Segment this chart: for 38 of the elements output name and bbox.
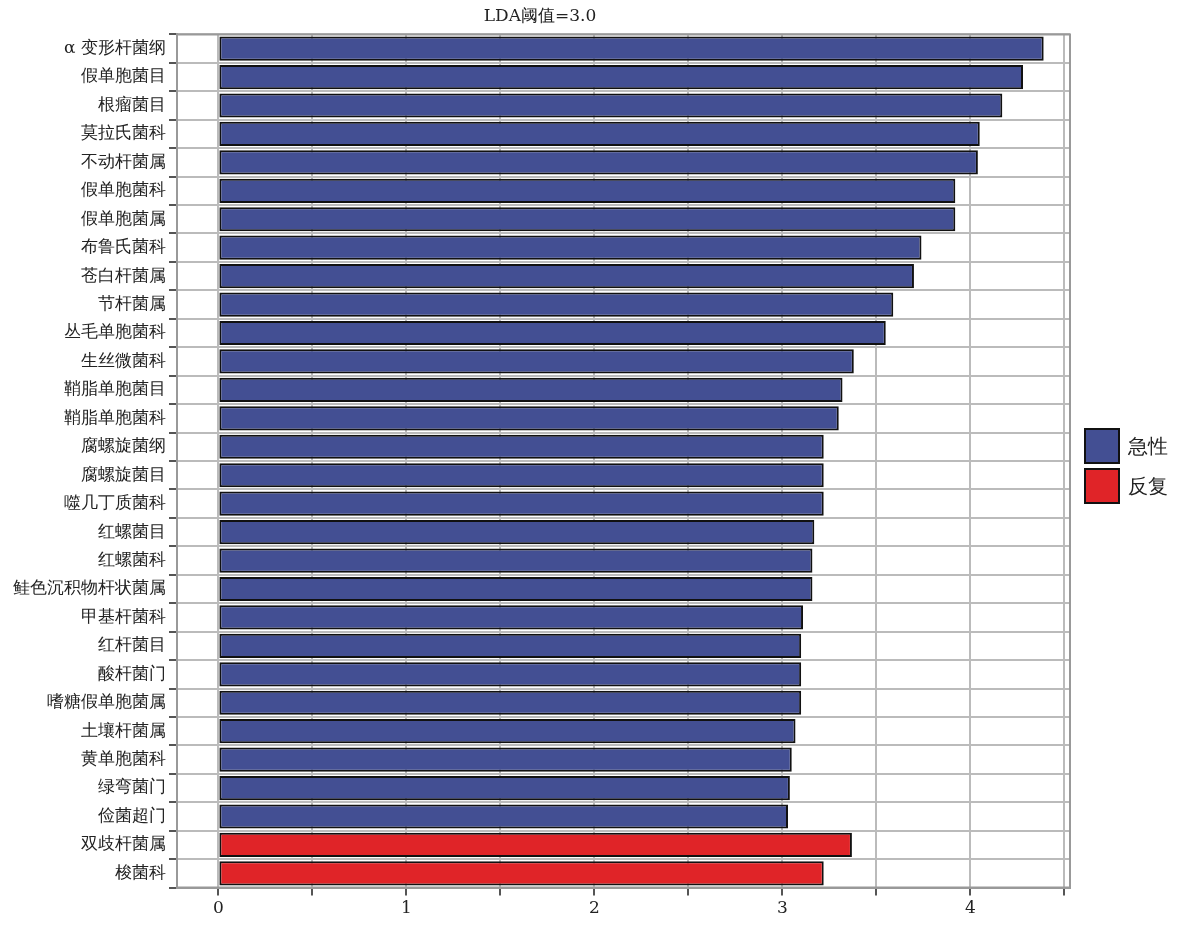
text: 急性 xyxy=(1128,432,1168,460)
y-tick-label: 俭菌超门 xyxy=(98,804,166,825)
y-tick-label: 根瘤菌目 xyxy=(98,93,166,114)
y-tick-label: 甲基杆菌科 xyxy=(81,605,166,626)
y-tick-label: 红螺菌科 xyxy=(98,548,166,569)
y-tick-label: 节杆菌属 xyxy=(98,293,166,313)
y-tick-label: 假单胞菌目 xyxy=(81,65,166,86)
legend-label: 反复 xyxy=(1128,472,1168,500)
y-tick-label: 布鲁氏菌科 xyxy=(81,236,166,257)
y-tick-label: 红螺菌目 xyxy=(98,520,166,541)
y-tick-label: 黄单胞菌科 xyxy=(81,748,166,769)
y-tick-label: 不动杆菌属 xyxy=(81,150,166,171)
x-tick-label: 1 xyxy=(400,897,412,918)
y-tick-label: 噬几丁质菌科 xyxy=(64,492,166,513)
chart-title: LDA阈值=3.0 xyxy=(483,4,597,25)
y-tick-label: 腐螺旋菌目 xyxy=(81,463,166,484)
y-tick-label: 苍白杆菌属 xyxy=(81,264,166,285)
y-tick-label: 鞘脂单胞菌目 xyxy=(64,378,166,399)
y-tick-label: 嗜糖假单胞菌属 xyxy=(47,691,166,712)
y-tick-label: 鲑色沉积物杆状菌属 xyxy=(13,577,166,598)
y-tick-label: 生丝微菌科 xyxy=(81,349,166,370)
y-tick-label: α 变形杆菌纲 xyxy=(64,37,166,58)
x-tick-label: 0 xyxy=(212,897,224,918)
y-tick-label: 假单胞菌属 xyxy=(81,207,166,228)
y-tick-label: 腐螺旋菌纲 xyxy=(81,435,166,456)
x-tick-label: 3 xyxy=(776,897,788,918)
y-tick-label: 土壤杆菌属 xyxy=(81,719,166,740)
y-tick-label: 丛毛单胞菌科 xyxy=(64,321,166,342)
y-tick-label: 红杆菌目 xyxy=(98,634,166,655)
y-tick-label: 鞘脂单胞菌科 xyxy=(64,406,166,427)
y-tick-label: 绿弯菌门 xyxy=(98,776,166,797)
y-tick-label: 酸杆菌门 xyxy=(98,662,166,683)
y-tick-label: 双歧杆菌属 xyxy=(81,833,166,854)
y-tick-label: 莫拉氏菌科 xyxy=(81,122,166,143)
y-tick-label: 假单胞菌科 xyxy=(81,179,166,200)
y-tick-label: 梭菌科 xyxy=(115,861,166,882)
x-tick-label: 2 xyxy=(588,897,600,918)
x-tick-label: 4 xyxy=(964,897,976,918)
